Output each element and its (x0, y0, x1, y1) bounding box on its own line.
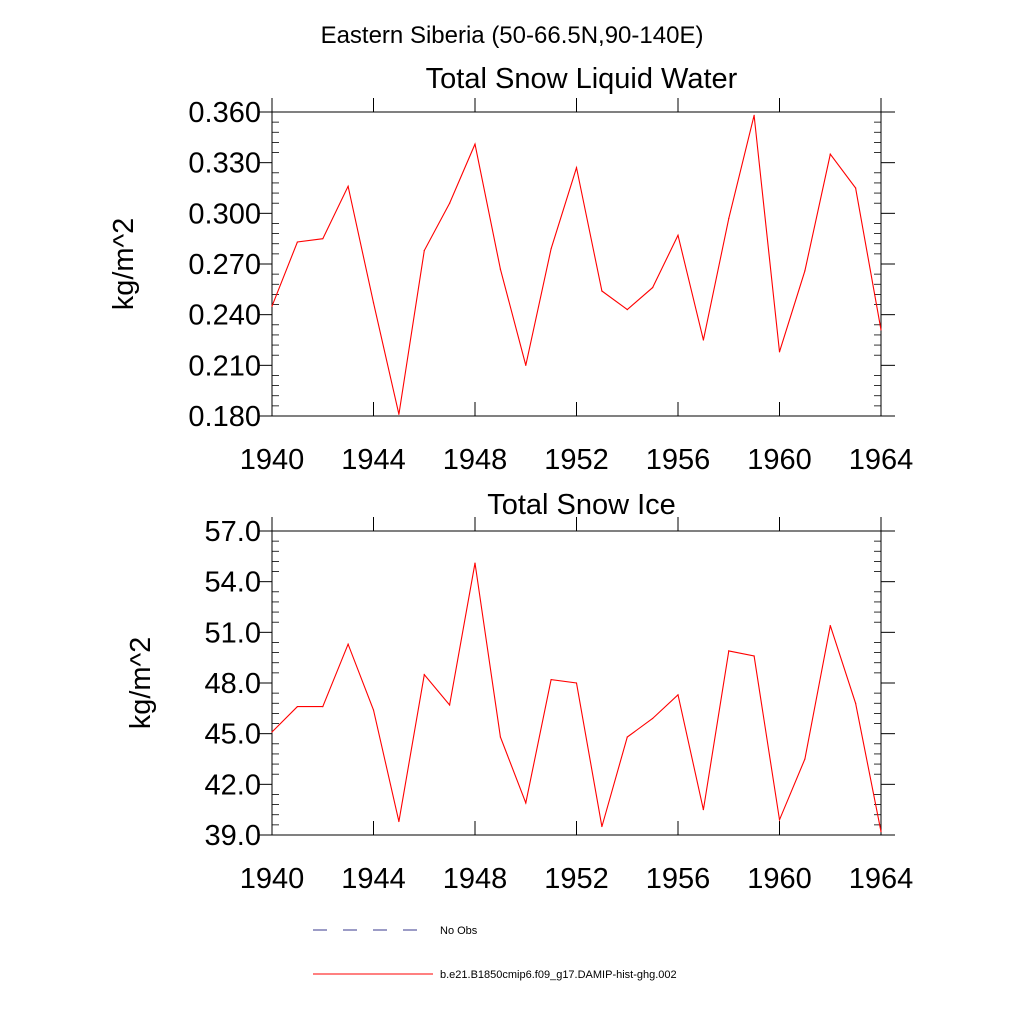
y-tick-label: 48.0 (205, 668, 261, 700)
x-tick-label: 1948 (443, 444, 508, 476)
data-point (449, 704, 451, 706)
data-point (271, 305, 273, 307)
data-point (601, 290, 603, 292)
data-point (626, 736, 628, 738)
y-tick-label: 0.270 (188, 249, 261, 281)
x-tick-label: 1940 (240, 863, 305, 895)
y-axis-label: kg/m^2 (125, 637, 157, 730)
y-tick-label: 0.360 (188, 97, 261, 129)
data-point (804, 270, 806, 272)
y-tick-label: 0.210 (188, 350, 261, 382)
data-point (423, 673, 425, 676)
data-point (677, 694, 679, 696)
y-tick-label: 51.0 (205, 617, 261, 649)
legend: No Obs b.e21.B1850cmip6.f09_g17.DAMIP-his… (313, 925, 677, 981)
data-point (449, 202, 451, 204)
data-point (652, 717, 654, 720)
x-tick-label: 1948 (443, 863, 508, 895)
data-point (804, 758, 806, 760)
data-point (880, 831, 882, 833)
x-tick-label: 1956 (646, 444, 711, 476)
panel-snow-liquid-water: Total Snow Liquid Water kg/m^2 1940 1944 194… (108, 63, 913, 476)
data-point (271, 731, 273, 733)
data-point (423, 249, 425, 252)
data-point (855, 187, 857, 189)
x-tick-label: 1952 (544, 863, 609, 895)
data-point (347, 185, 349, 187)
data-point (829, 153, 831, 155)
y-tick-label: 0.180 (188, 401, 261, 433)
data-point (753, 114, 755, 116)
data-point (322, 706, 324, 708)
data-point (778, 819, 781, 821)
data-point (525, 364, 527, 366)
data-point (499, 268, 501, 270)
panel-snow-ice: Total Snow Ice kg/m^2 1940 1944 1948 1952 1956… (125, 489, 913, 895)
data-point (728, 217, 730, 219)
x-tick-label: 1944 (341, 444, 406, 476)
data-point (322, 238, 324, 240)
data-point (855, 702, 857, 704)
y-tick-label: 54.0 (205, 567, 261, 599)
y-tick-label: 0.330 (188, 148, 261, 180)
x-tick-label: 1960 (747, 444, 812, 476)
x-tick-label: 1952 (544, 444, 609, 476)
data-point (499, 736, 501, 738)
data-point (296, 706, 298, 708)
y-tick-label: 45.0 (205, 719, 261, 751)
x-tick-label: 1960 (747, 863, 812, 895)
panel-title: Total Snow Ice (487, 489, 676, 521)
data-point (550, 248, 552, 250)
legend-label: b.e21.B1850cmip6.f09_g17.DAMIP-hist-ghg.… (440, 969, 677, 981)
data-point (372, 709, 375, 711)
y-axis-label: kg/m^2 (108, 218, 140, 311)
data-point (372, 302, 375, 304)
x-tick-label: 1964 (849, 444, 914, 476)
data-point (575, 682, 578, 684)
data-point (728, 650, 730, 652)
data-point (778, 351, 781, 353)
data-point (347, 643, 349, 645)
y-tick-label: 57.0 (205, 516, 261, 548)
data-point (880, 329, 882, 331)
data-point (702, 339, 704, 341)
data-point (702, 809, 704, 811)
data-point (575, 167, 578, 169)
y-tick-label: 39.0 (205, 820, 261, 852)
x-tick-label: 1944 (341, 863, 406, 895)
panel-title: Total Snow Liquid Water (426, 63, 738, 95)
x-tick-label: 1964 (849, 863, 914, 895)
plot-frame (271, 111, 882, 417)
data-point (601, 825, 603, 828)
y-tick-label: 0.240 (188, 300, 261, 332)
y-tick-label: 0.300 (188, 198, 261, 230)
data-point (398, 413, 400, 415)
legend-label: No Obs (440, 925, 478, 937)
data-point (829, 624, 831, 627)
data-point (753, 655, 755, 657)
data-point (652, 287, 654, 289)
data-point (398, 820, 400, 823)
series-line (271, 115, 882, 415)
data-point (296, 241, 298, 243)
data-point (550, 679, 552, 681)
data-point (525, 802, 527, 804)
data-point (677, 234, 679, 236)
series-line (271, 563, 882, 832)
data-point (474, 562, 476, 564)
figure-suptitle: Eastern Siberia (50-66.5N,90-140E) (321, 22, 704, 49)
data-point (626, 309, 628, 311)
x-tick-label: 1940 (240, 444, 305, 476)
x-tick-label: 1956 (646, 863, 711, 895)
y-tick-label: 42.0 (205, 769, 261, 801)
data-point (474, 143, 476, 145)
